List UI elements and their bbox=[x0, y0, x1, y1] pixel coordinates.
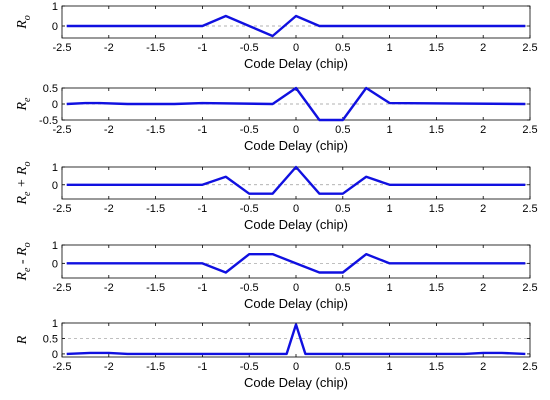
x-tick-label: -1.5 bbox=[146, 361, 165, 373]
series-line bbox=[66, 323, 526, 356]
y-axis-label: Re - Ro bbox=[15, 242, 33, 281]
x-tick-label: -2.5 bbox=[53, 124, 72, 136]
axes-box bbox=[61, 5, 531, 39]
y-axis-label: Re + Ro bbox=[15, 161, 33, 205]
x-tick-label: -2.5 bbox=[53, 203, 72, 215]
x-tick-label: -1.5 bbox=[146, 124, 165, 136]
x-tick-label: 0 bbox=[293, 282, 299, 294]
x-axis-label: Code Delay (chip) bbox=[244, 138, 348, 153]
chart-panel-2: -2.5 -2 -1.5 -1 -0.5 0 0.5 1 1.5 2 2.5 -0.5 0 0.5 Code… bbox=[15, 83, 538, 153]
y-axis-label: R bbox=[15, 335, 30, 345]
y-tick-label: 0 bbox=[52, 180, 58, 192]
x-tick-label: 2 bbox=[480, 282, 486, 294]
y-axis-label: Re bbox=[15, 97, 33, 112]
x-tick-label: 0 bbox=[293, 203, 299, 215]
x-tick-label: -0.5 bbox=[240, 42, 259, 54]
x-tick-label: 1 bbox=[387, 282, 393, 294]
x-tick-label: -1 bbox=[198, 361, 208, 373]
chart-panel-3: -2.5 -2 -1.5 -1 -0.5 0 0.5 1 1.5 2 2.5 0 1 Code Delay… bbox=[15, 161, 538, 232]
x-tick-label: -0.5 bbox=[240, 124, 259, 136]
x-tick-label: 1 bbox=[387, 42, 393, 54]
x-tick-label: 1 bbox=[387, 361, 393, 373]
x-tick-label: 1.5 bbox=[429, 203, 444, 215]
y-tick-label: 0.5 bbox=[43, 83, 58, 95]
x-tick-label: 0.5 bbox=[335, 124, 350, 136]
x-tick-label: 1 bbox=[387, 203, 393, 215]
y-tick-label: 0 bbox=[52, 349, 58, 361]
axes-box bbox=[61, 166, 531, 200]
x-tick-label: 2 bbox=[480, 203, 486, 215]
x-tick-label: 1.5 bbox=[429, 42, 444, 54]
y-tick-label: 0 bbox=[52, 21, 58, 33]
x-axis-label: Code Delay (chip) bbox=[244, 375, 348, 390]
x-tick-label: 1 bbox=[387, 124, 393, 136]
x-tick-label: -1 bbox=[198, 124, 208, 136]
x-tick-label: 2.5 bbox=[522, 361, 537, 373]
y-tick-label: -0.5 bbox=[39, 115, 58, 127]
x-tick-label: 1.5 bbox=[429, 124, 444, 136]
x-tick-label: 1.5 bbox=[429, 282, 444, 294]
x-tick-label: 2.5 bbox=[522, 282, 537, 294]
x-tick-label: -1 bbox=[198, 42, 208, 54]
y-tick-label: 0.5 bbox=[43, 333, 58, 345]
x-tick-label: 0 bbox=[293, 42, 299, 54]
x-tick-label: -1.5 bbox=[146, 282, 165, 294]
x-tick-label: 2 bbox=[480, 124, 486, 136]
x-tick-label: 0 bbox=[293, 124, 299, 136]
x-tick-label: 2 bbox=[480, 361, 486, 373]
y-tick-label: 1 bbox=[52, 162, 58, 174]
x-tick-label: 0 bbox=[293, 361, 299, 373]
x-tick-label: 2.5 bbox=[522, 42, 537, 54]
chart-panel-4: -2.5 -2 -1.5 -1 -0.5 0 0.5 1 1.5 2 2.5 0 1 Code Delay… bbox=[15, 240, 538, 311]
x-tick-label: 0.5 bbox=[335, 42, 350, 54]
series-line bbox=[66, 252, 526, 274]
x-tick-label: 0.5 bbox=[335, 282, 350, 294]
x-tick-label: -2 bbox=[104, 361, 114, 373]
x-tick-label: -1.5 bbox=[146, 203, 165, 215]
x-tick-label: -2.5 bbox=[53, 361, 72, 373]
x-axis-label: Code Delay (chip) bbox=[244, 296, 348, 311]
x-axis-label: Code Delay (chip) bbox=[244, 217, 348, 232]
chart-panel-5: -2.5 -2 -1.5 -1 -0.5 0 0.5 1 1.5 2 2.5 0 0.5 1 Code De… bbox=[15, 318, 538, 390]
axes-box bbox=[61, 244, 531, 279]
x-tick-label: -2 bbox=[104, 124, 114, 136]
x-tick-label: -1 bbox=[198, 282, 208, 294]
series-line bbox=[66, 165, 526, 195]
x-tick-label: 0.5 bbox=[335, 203, 350, 215]
x-tick-label: -2.5 bbox=[53, 42, 72, 54]
x-tick-label: -2 bbox=[104, 282, 114, 294]
series-line bbox=[66, 14, 526, 38]
y-tick-label: 1 bbox=[52, 240, 58, 252]
x-tick-label: 2 bbox=[480, 42, 486, 54]
x-tick-label: -0.5 bbox=[240, 361, 259, 373]
y-axis-label: Ro bbox=[15, 15, 33, 30]
x-axis-label: Code Delay (chip) bbox=[244, 56, 348, 71]
y-tick-label: 0 bbox=[52, 99, 58, 111]
x-tick-label: -2.5 bbox=[53, 282, 72, 294]
series-line bbox=[66, 86, 526, 122]
x-tick-label: -1.5 bbox=[146, 42, 165, 54]
x-tick-label: -0.5 bbox=[240, 282, 259, 294]
x-tick-label: 2.5 bbox=[522, 203, 537, 215]
chart-panel-1: -2.5 -2 -1.5 -1 -0.5 0 0.5 1 1.5 2 2.5 0 1 Code Delay… bbox=[15, 1, 538, 71]
x-tick-label: -2 bbox=[104, 203, 114, 215]
x-tick-label: -0.5 bbox=[240, 203, 259, 215]
x-tick-label: 0.5 bbox=[335, 361, 350, 373]
y-tick-label: 1 bbox=[52, 1, 58, 13]
x-tick-label: -2 bbox=[104, 42, 114, 54]
x-tick-label: 1.5 bbox=[429, 361, 444, 373]
y-tick-label: 0 bbox=[52, 258, 58, 270]
x-tick-label: 2.5 bbox=[522, 124, 537, 136]
y-tick-label: 1 bbox=[52, 318, 58, 330]
x-tick-label: -1 bbox=[198, 203, 208, 215]
